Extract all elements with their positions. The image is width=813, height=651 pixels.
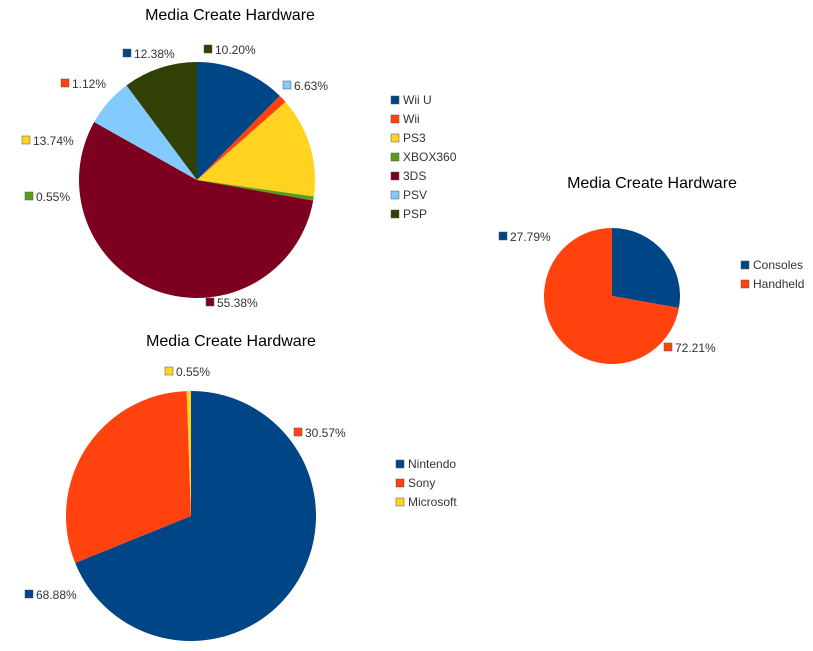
chart-1-legend-label: Wii <box>403 112 420 126</box>
chart-2-data-label-key <box>663 342 673 352</box>
chart-1-legend-swatch <box>390 190 400 200</box>
chart-3-slice-sony <box>66 391 191 563</box>
chart-1-slice-3ds <box>78 122 314 299</box>
chart-2-data-label: 27.79% <box>510 230 551 244</box>
chart-2-data-label: 72.21% <box>675 341 716 355</box>
chart-3-data-label: 68.88% <box>36 588 77 602</box>
chart-3-legend-label: Nintendo <box>408 457 456 471</box>
chart-1-data-label: 6.63% <box>294 79 328 93</box>
chart-2-legend-label: Consoles <box>753 258 803 272</box>
chart-3-data-label: 0.55% <box>176 365 210 379</box>
chart-1-slice-psv <box>94 85 197 180</box>
chart-2-data-label-key <box>498 231 508 241</box>
chart-1-data-label: 12.38% <box>134 47 175 61</box>
chart-3-legend-swatch <box>395 478 405 488</box>
chart-3-title: Media Create Hardware <box>146 333 316 350</box>
chart-1-legend-label: PSV <box>403 188 427 202</box>
chart-1-slice-wii <box>197 95 286 180</box>
chart-3-legend-label: Sony <box>408 476 435 490</box>
chart-3-data-label-key <box>164 366 174 376</box>
chart-1-data-label-key <box>21 135 31 145</box>
chart-1-data-label: 55.38% <box>217 296 258 310</box>
chart-1-slice-psp <box>126 62 197 180</box>
chart-1-data-label-key <box>122 48 132 58</box>
chart-2-legend-swatch <box>740 260 750 270</box>
chart-1-slice-ps3 <box>197 101 315 197</box>
chart-3-legend-swatch <box>395 459 405 469</box>
chart-1-legend-label: PS3 <box>403 131 426 145</box>
chart-1-legend-label: XBOX360 <box>403 150 457 164</box>
chart-3-legend-swatch <box>395 497 405 507</box>
chart-1-legend-swatch <box>390 133 400 143</box>
chart-1-slice-wii-u <box>197 61 280 180</box>
chart-2-title: Media Create Hardware <box>567 175 737 192</box>
chart-1-data-label-key <box>203 44 213 54</box>
chart-2-legend-label: Handheld <box>753 277 804 291</box>
chart-1-title: Media Create Hardware <box>145 7 315 24</box>
chart-1-legend-label: 3DS <box>403 169 426 183</box>
chart-1-legend-label: Wii U <box>403 93 432 107</box>
chart-1-legend-swatch <box>390 95 400 105</box>
chart-1-data-label-key <box>60 78 70 88</box>
chart-1-slice-xbox360 <box>197 180 314 201</box>
chart-2-legend-swatch <box>740 279 750 289</box>
chart-1-legend-swatch <box>390 171 400 181</box>
chart-1-data-label-key <box>24 191 34 201</box>
chart-1-data-label: 13.74% <box>33 134 74 148</box>
chart-1-legend-swatch <box>390 114 400 124</box>
chart-1-legend-swatch <box>390 209 400 219</box>
chart-3-data-label-key <box>24 589 34 599</box>
chart-3-data-label-key <box>293 427 303 437</box>
chart-1-legend-swatch <box>390 152 400 162</box>
chart-3-slice-nintendo <box>75 391 317 642</box>
chart-1-data-label: 0.55% <box>36 190 70 204</box>
chart-2-slice-handheld <box>544 228 679 364</box>
chart-1-data-label: 10.20% <box>215 43 256 57</box>
chart-1-legend-label: PSP <box>403 207 427 221</box>
chart-1-data-label-key <box>205 297 215 307</box>
chart-1-data-label: 1.12% <box>72 77 106 91</box>
chart-2-slice-consoles <box>612 228 681 308</box>
chart-3-slice-microsoft <box>186 390 191 516</box>
chart-3-data-label: 30.57% <box>305 426 346 440</box>
chart-3-legend-label: Microsoft <box>408 495 457 509</box>
chart-1-data-label-key <box>282 80 292 90</box>
